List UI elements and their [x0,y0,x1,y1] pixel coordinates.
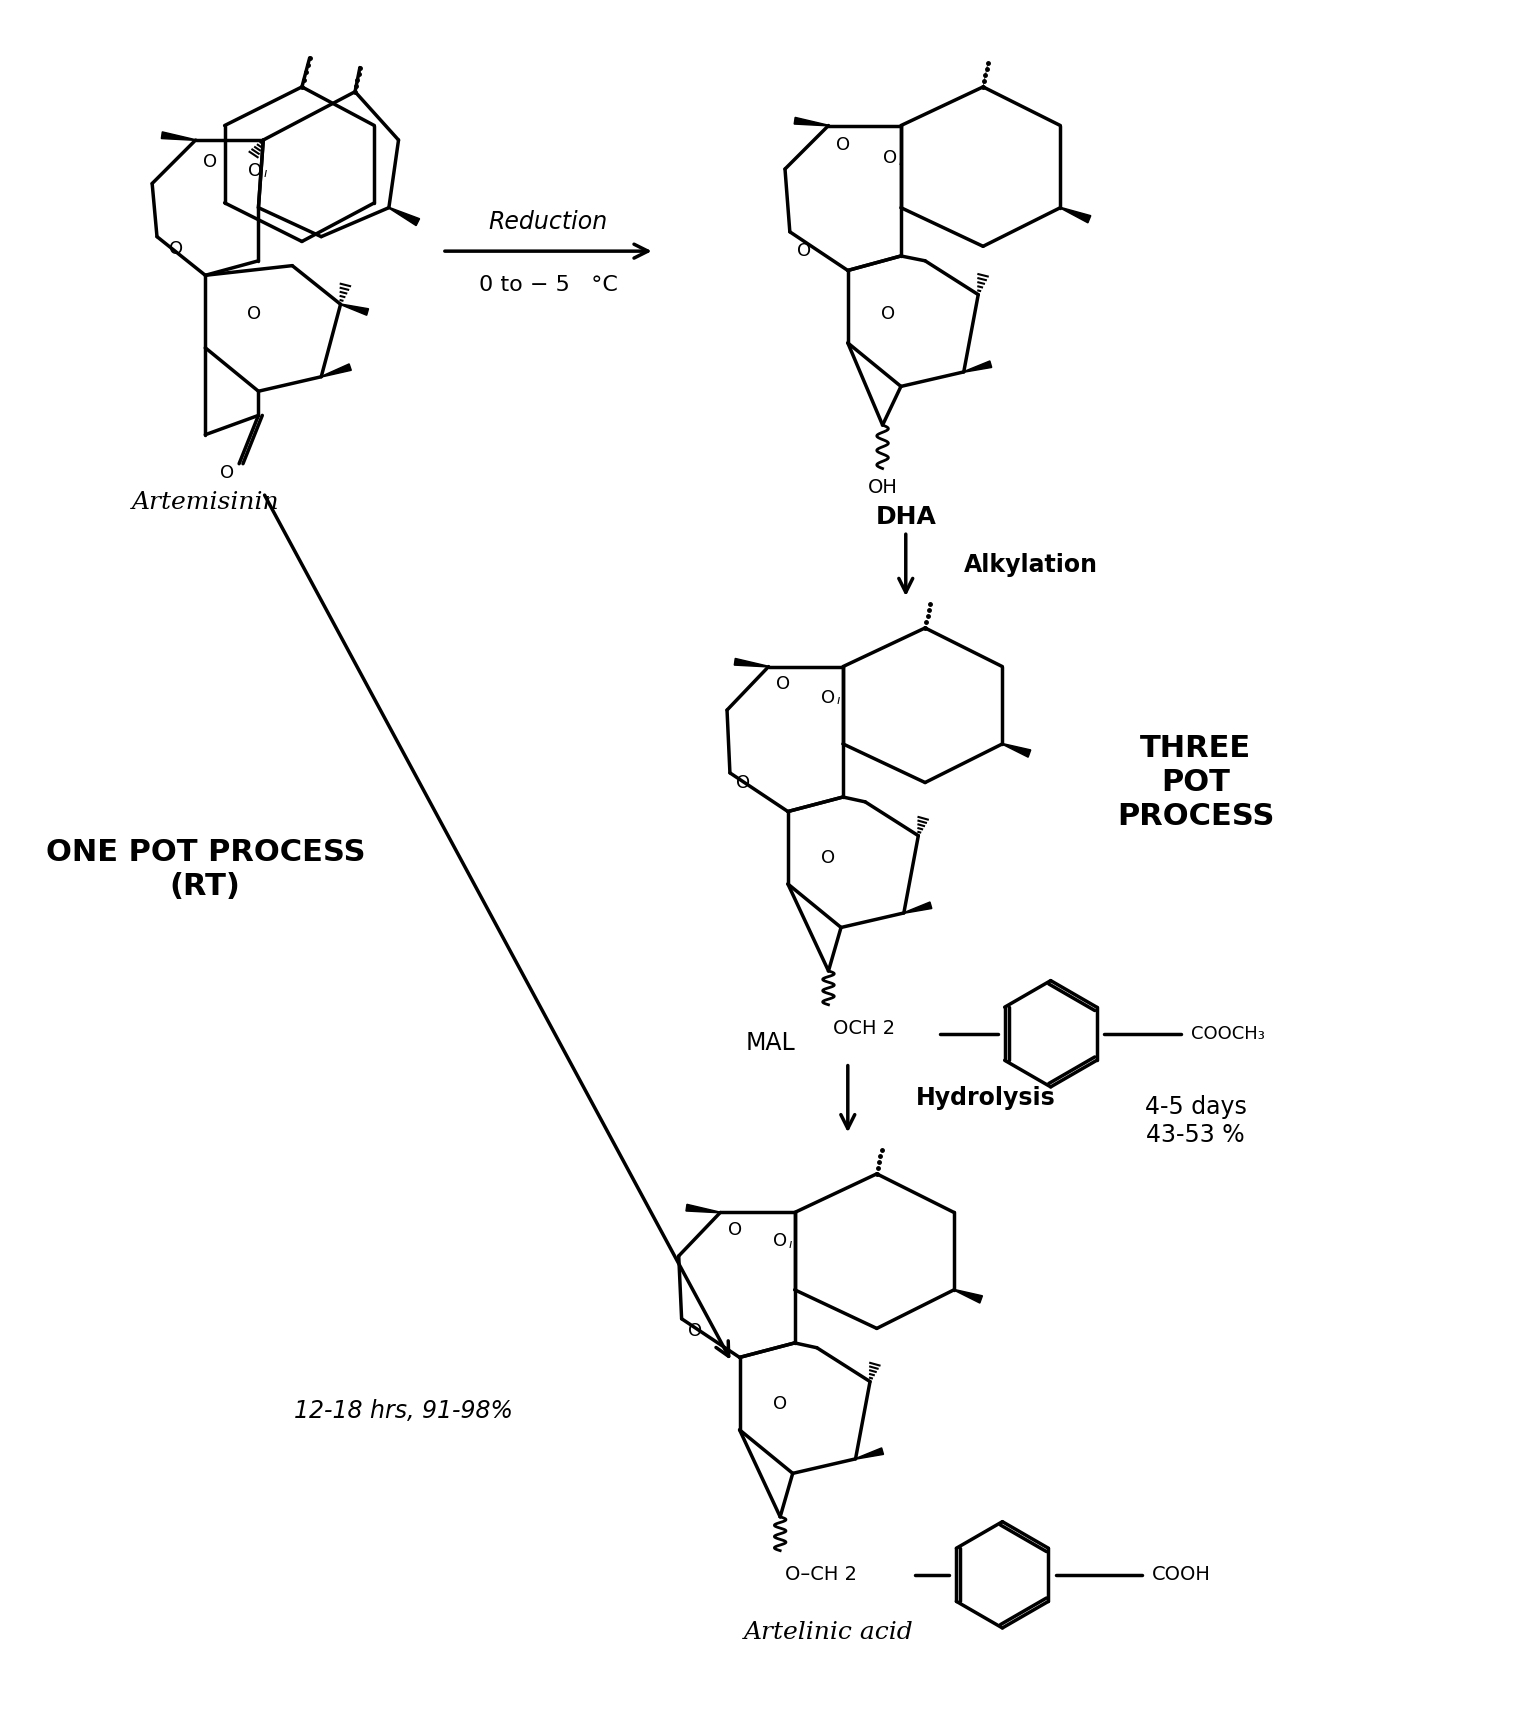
Polygon shape [954,1289,983,1303]
Text: O: O [798,243,812,260]
Text: OCH 2: OCH 2 [833,1019,895,1038]
Text: O: O [822,848,836,867]
Polygon shape [734,658,769,667]
Text: 4-5 days
43-53 %: 4-5 days 43-53 % [1145,1094,1246,1147]
Text: ı: ı [263,168,266,180]
Text: O: O [883,149,898,168]
Polygon shape [963,361,992,373]
Text: 12-18 hrs, 91-98%: 12-18 hrs, 91-98% [294,1399,513,1423]
Text: O: O [774,1233,787,1250]
Text: COOH: COOH [1152,1565,1211,1583]
Text: O: O [248,162,262,180]
Text: 0 to − 5   °C: 0 to − 5 °C [478,275,618,294]
Text: O: O [736,773,751,792]
Text: O: O [203,154,217,171]
Text: ı: ı [898,156,902,168]
Text: O–CH 2: O–CH 2 [784,1565,857,1583]
Text: Alkylation: Alkylation [964,552,1098,578]
Text: ı: ı [789,1238,792,1252]
Text: O: O [170,239,183,258]
Text: O: O [247,304,260,323]
Text: O: O [728,1221,742,1238]
Polygon shape [162,132,195,140]
Polygon shape [686,1204,721,1212]
Polygon shape [389,207,419,226]
Text: THREE
POT
PROCESS: THREE POT PROCESS [1117,734,1275,831]
Text: Artemisinin: Artemisinin [132,491,279,513]
Text: O: O [687,1322,702,1341]
Polygon shape [321,364,351,378]
Text: O: O [822,689,836,706]
Text: O: O [774,1395,787,1412]
Text: O: O [881,304,895,323]
Text: O: O [836,135,849,154]
Text: Artelinic acid: Artelinic acid [743,1621,913,1645]
Text: MAL: MAL [745,1031,795,1055]
Polygon shape [904,901,931,913]
Text: Hydrolysis: Hydrolysis [916,1086,1055,1110]
Text: O: O [221,465,235,482]
Polygon shape [1002,744,1031,758]
Polygon shape [341,304,368,315]
Text: DHA: DHA [875,504,936,528]
Text: OH: OH [868,479,898,498]
Polygon shape [1060,207,1090,222]
Text: COOCH₃: COOCH₃ [1192,1024,1264,1043]
Text: ı: ı [836,694,840,706]
Text: ONE POT PROCESS
(RT): ONE POT PROCESS (RT) [45,838,365,901]
Polygon shape [795,118,828,127]
Polygon shape [855,1448,884,1459]
Text: Reduction: Reduction [489,210,609,234]
Text: O: O [777,675,790,693]
